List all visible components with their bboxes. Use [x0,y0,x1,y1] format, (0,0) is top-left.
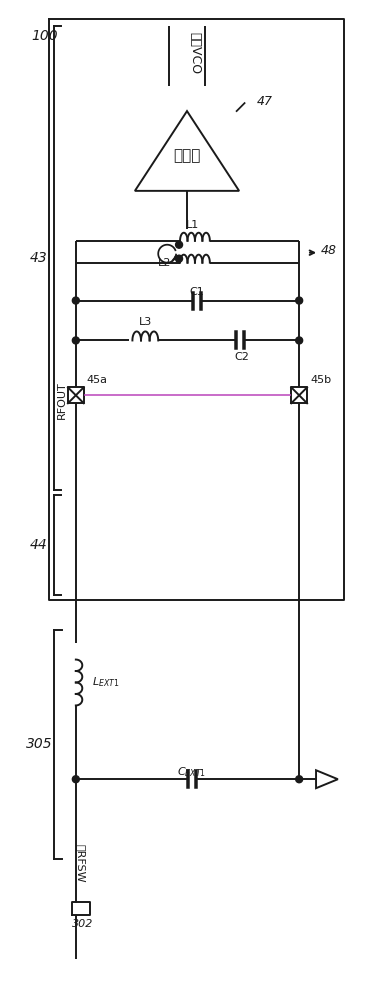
Circle shape [72,297,79,304]
Text: $L_{EXT1}$: $L_{EXT1}$ [92,676,119,689]
Text: 来自VCO: 来自VCO [189,32,201,74]
Text: L3: L3 [139,317,152,327]
Text: 44: 44 [30,538,48,552]
Text: 302: 302 [72,919,93,929]
Text: 48: 48 [321,244,337,257]
Text: L1: L1 [186,220,200,230]
Text: 305: 305 [26,737,53,751]
Circle shape [72,776,79,783]
Text: RFOUT: RFOUT [57,381,67,419]
Circle shape [296,776,303,783]
Circle shape [296,337,303,344]
Circle shape [72,337,79,344]
Text: 放大器: 放大器 [173,148,201,163]
Text: $C_{EXT1}$: $C_{EXT1}$ [177,765,207,779]
Text: 43: 43 [30,251,48,265]
Text: C2: C2 [234,352,249,362]
Text: 至RFSW: 至RFSW [76,844,86,883]
Text: 45a: 45a [87,375,108,385]
Text: 47: 47 [256,95,273,108]
Circle shape [176,241,183,248]
Text: 45b: 45b [310,375,331,385]
Text: L2: L2 [158,258,171,268]
Text: C1: C1 [189,287,204,297]
Circle shape [296,297,303,304]
Circle shape [176,255,183,262]
Text: 100: 100 [31,29,58,43]
